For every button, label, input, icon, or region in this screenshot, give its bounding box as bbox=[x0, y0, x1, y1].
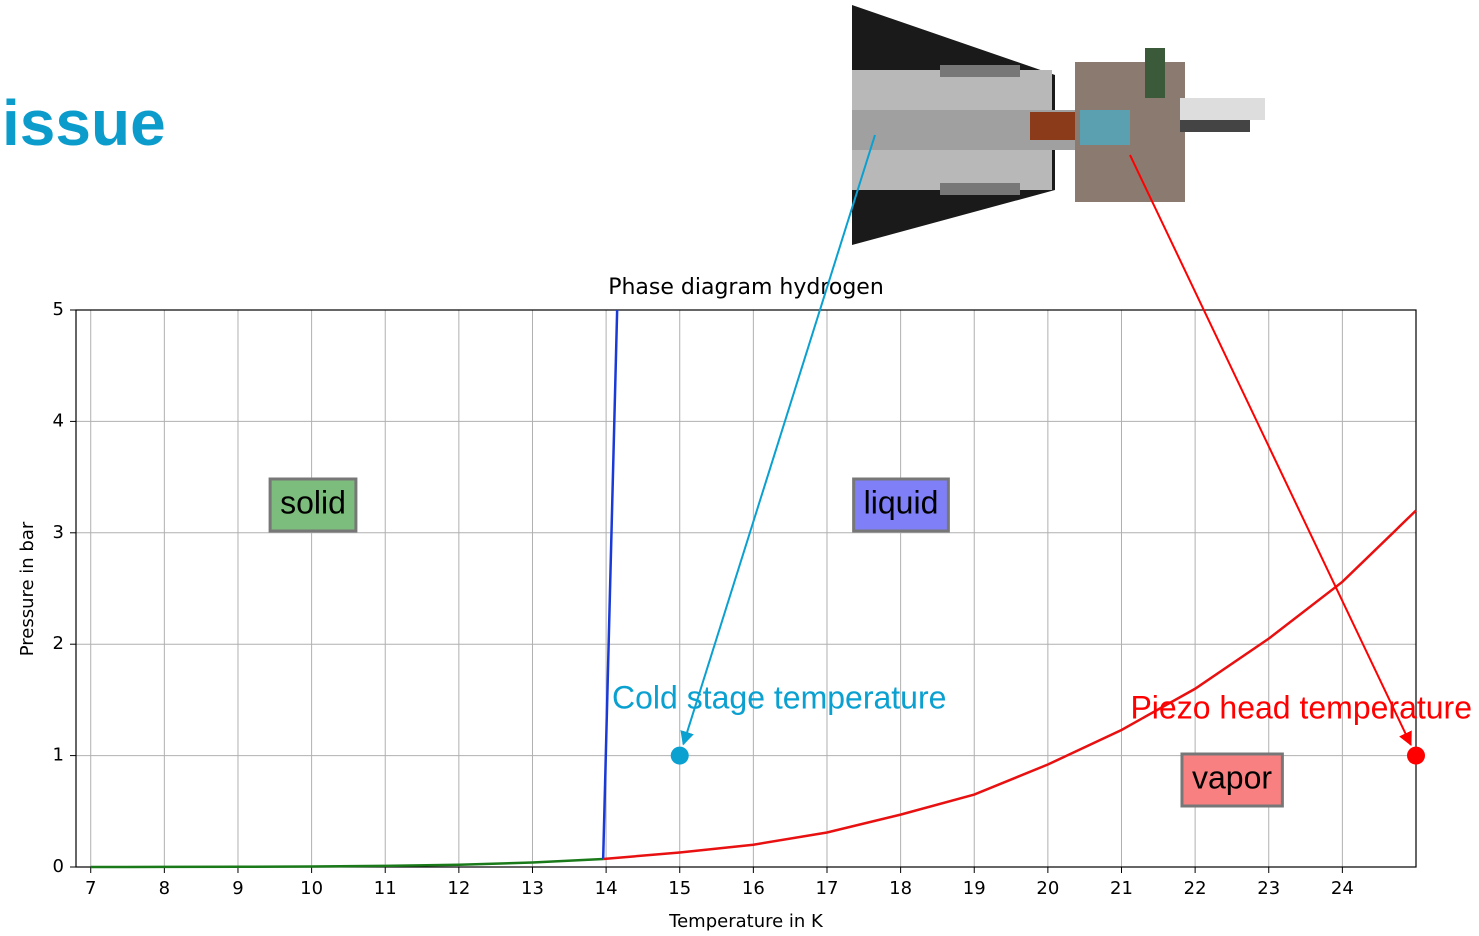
x-tick-label: 15 bbox=[668, 878, 691, 899]
x-tick-label: 18 bbox=[889, 878, 912, 899]
series-line bbox=[91, 859, 603, 867]
x-tick-label: 23 bbox=[1257, 878, 1280, 899]
x-tick-label: 9 bbox=[232, 878, 243, 899]
region-label: solid bbox=[280, 484, 346, 520]
x-tick-label: 21 bbox=[1110, 878, 1133, 899]
x-tick-label: 11 bbox=[374, 878, 397, 899]
device-image bbox=[852, 5, 1265, 245]
x-axis-label: Temperature in K bbox=[668, 911, 824, 932]
slide-title: issue bbox=[2, 87, 166, 159]
annotation: Cold stage temperature bbox=[612, 679, 946, 715]
x-tick-label: 14 bbox=[595, 878, 618, 899]
region-label: liquid bbox=[864, 484, 939, 520]
y-axis-label: Pressure in bar bbox=[17, 521, 38, 656]
x-tick-label: 19 bbox=[963, 878, 986, 899]
x-tick-label: 22 bbox=[1184, 878, 1207, 899]
x-tick-label: 7 bbox=[85, 878, 96, 899]
y-tick-label: 3 bbox=[53, 522, 64, 543]
y-tick-label: 5 bbox=[53, 299, 64, 320]
series-line bbox=[603, 310, 617, 859]
x-tick-label: 16 bbox=[742, 878, 765, 899]
arrow bbox=[683, 135, 875, 744]
x-tick-label: 20 bbox=[1036, 878, 1059, 899]
region-label: vapor bbox=[1192, 759, 1272, 795]
x-tick-label: 13 bbox=[521, 878, 544, 899]
annotation: Piezo head temperature bbox=[1130, 689, 1472, 725]
point bbox=[671, 747, 689, 765]
x-tick-label: 17 bbox=[816, 878, 839, 899]
y-tick-label: 0 bbox=[53, 856, 64, 877]
point bbox=[1407, 747, 1425, 765]
x-tick-label: 10 bbox=[300, 878, 323, 899]
slide: issue Phase diagram hydrogen Temperature… bbox=[0, 0, 1479, 936]
x-tick-label: 24 bbox=[1331, 878, 1354, 899]
y-tick-label: 4 bbox=[53, 410, 64, 431]
y-tick-label: 1 bbox=[53, 745, 64, 766]
x-tick-label: 8 bbox=[159, 878, 170, 899]
chart-title: Phase diagram hydrogen bbox=[608, 275, 884, 300]
x-tick-label: 12 bbox=[447, 878, 470, 899]
arrow bbox=[1130, 155, 1411, 745]
y-tick-label: 2 bbox=[53, 633, 64, 654]
